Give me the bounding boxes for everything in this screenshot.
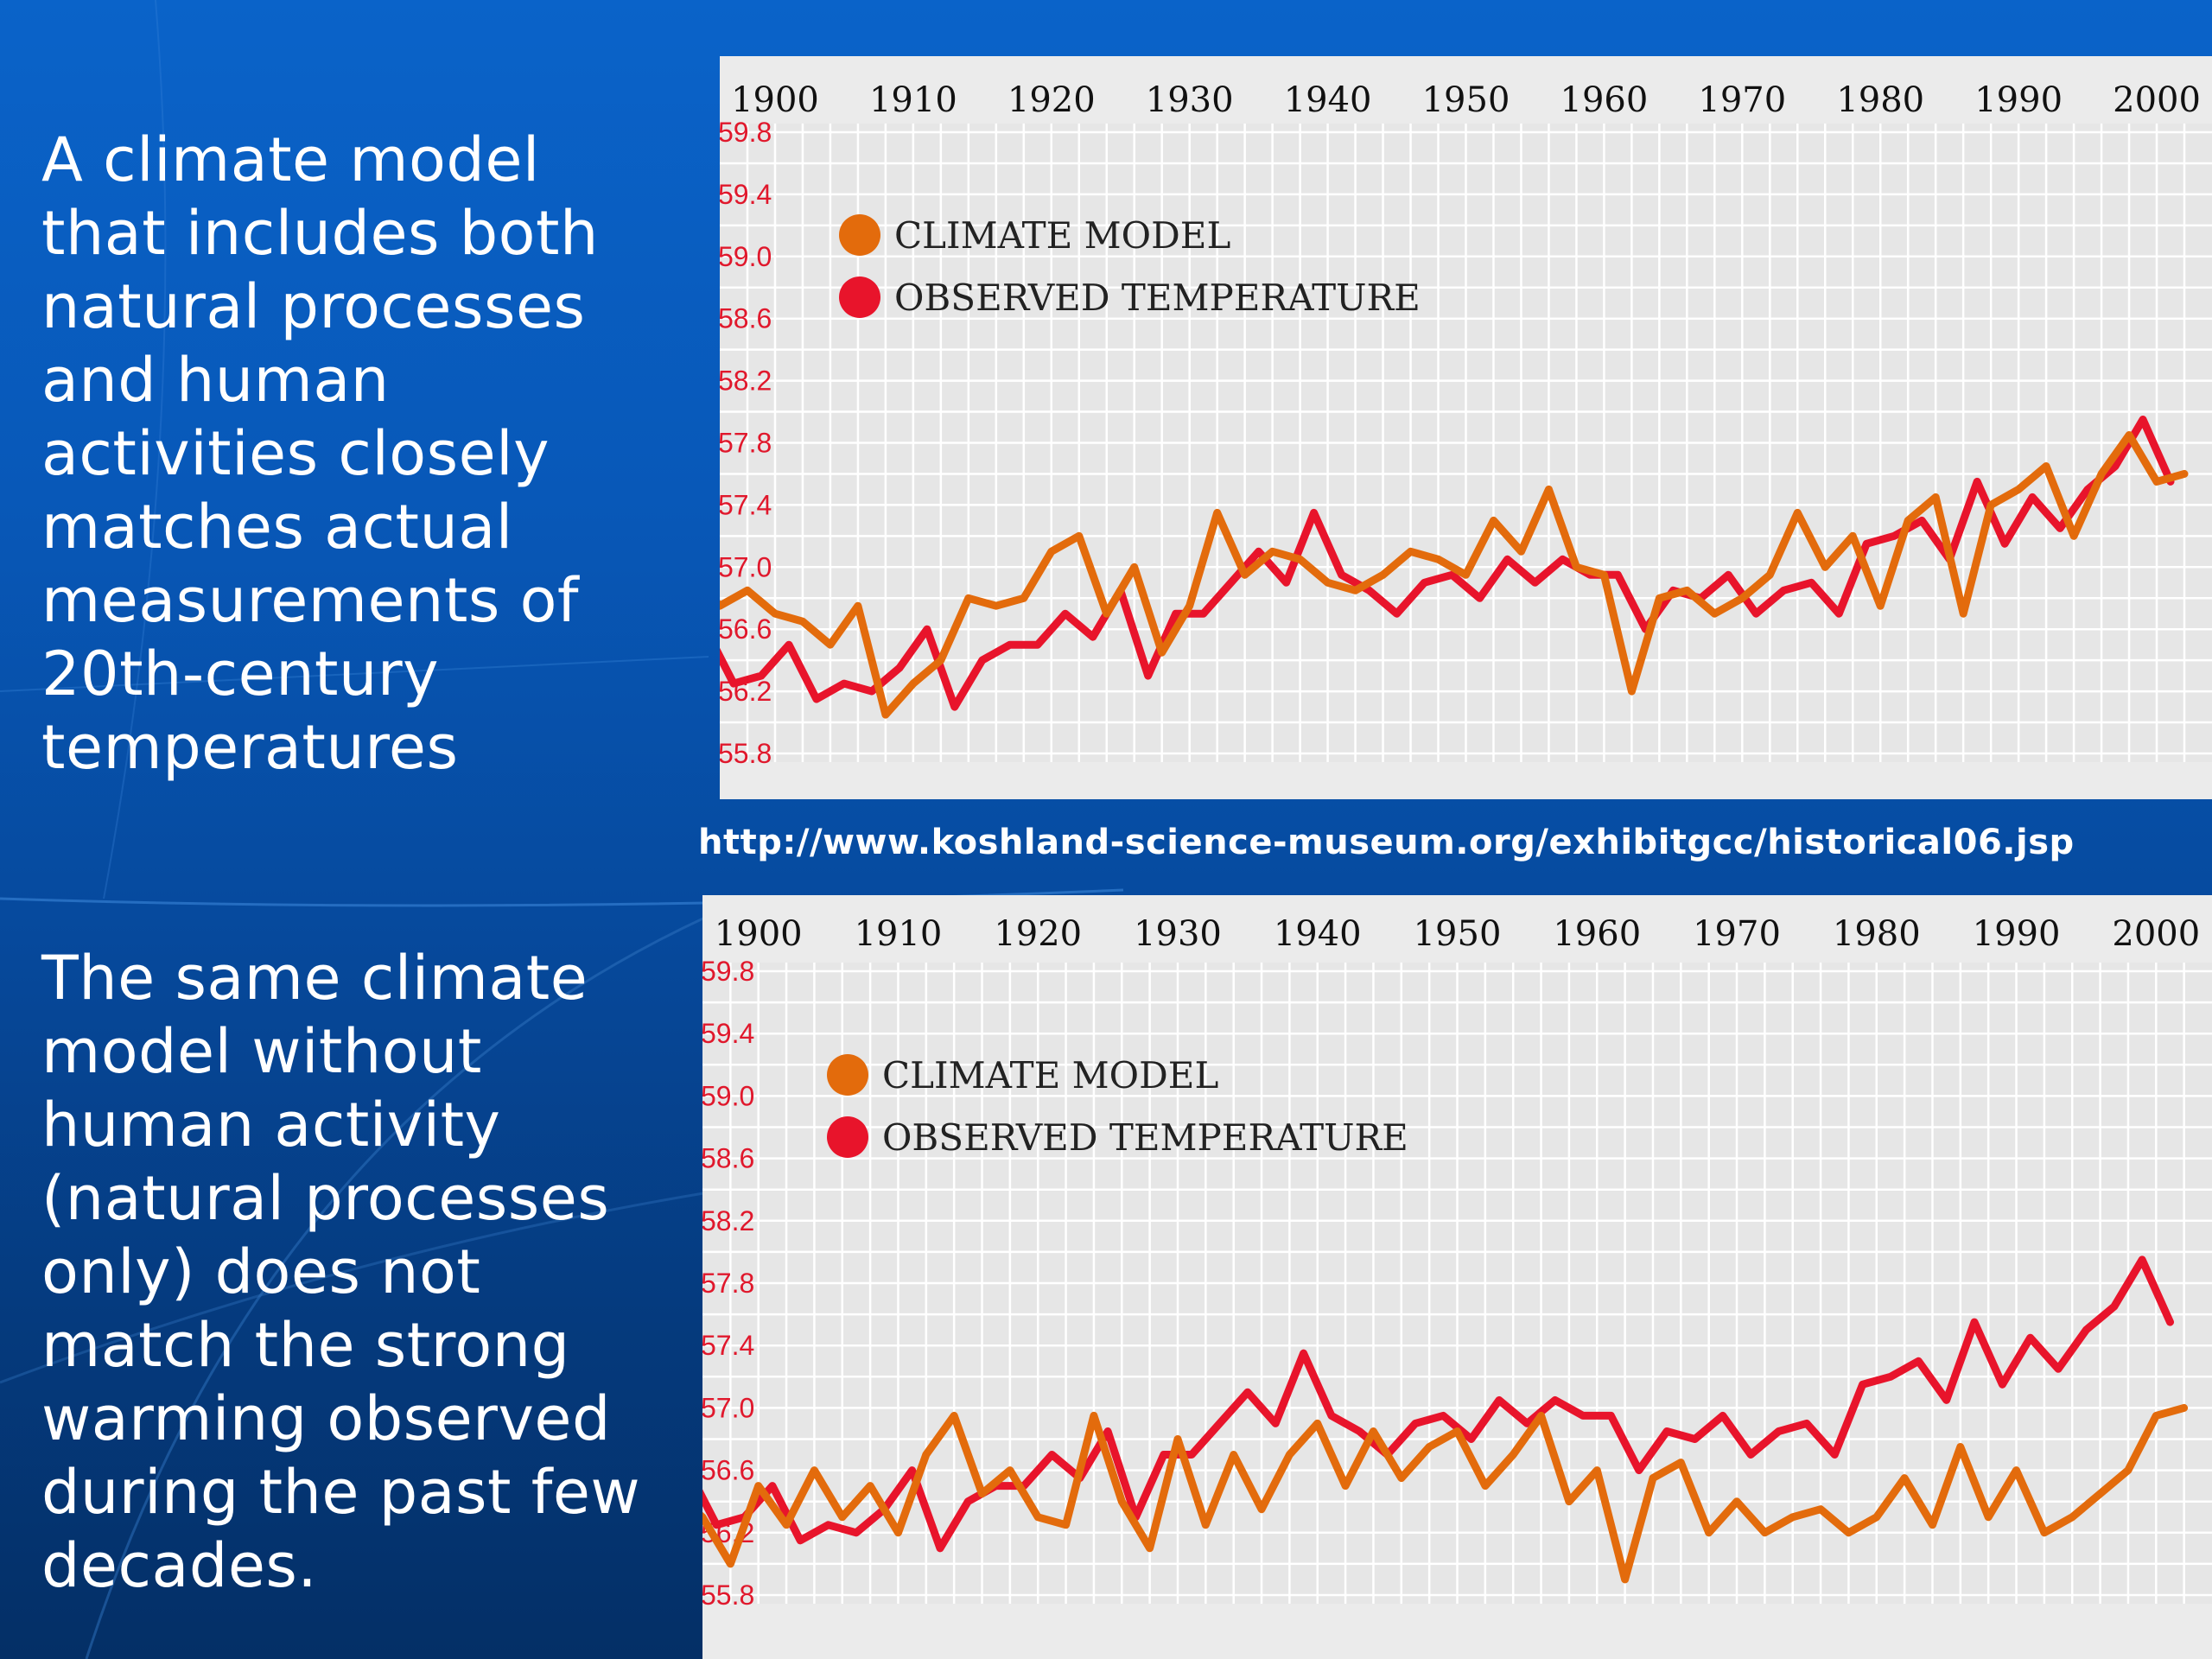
y-tick-label: 57.0 [720, 551, 772, 582]
chart-panel-model-with-human: 1900 1910 1920 1930 1940 1950 1960 1970 1980 1990… [720, 56, 2212, 799]
y-tick-label: 57.0 [702, 1392, 754, 1423]
legend-label: OBSERVED TEMPERATURE [882, 1116, 1408, 1159]
series-line-climate-model [702, 1403, 2189, 1584]
y-tick-label: 58.2 [702, 1205, 754, 1236]
y-tick-label: 58.2 [720, 365, 772, 397]
legend-marker [827, 1116, 868, 1158]
chart-panel-model-natural-only: 1900 1910 1920 1930 1940 1950 1960 1970 1980 1990… [702, 895, 2212, 1659]
x-tick-label: 2000 [2112, 914, 2200, 954]
legend-label: CLIMATE MODEL [894, 214, 1230, 257]
y-tick-label: 58.6 [720, 303, 772, 334]
y-tick-label: 57.8 [702, 1268, 754, 1299]
legend-label: OBSERVED TEMPERATURE [894, 276, 1421, 319]
legend-marker [827, 1054, 868, 1096]
legend-marker [839, 214, 880, 256]
caption-natural-only: The same climate model without human act… [41, 943, 641, 1601]
temperature-chart-natural-only: 1900 1910 1920 1930 1940 1950 1960 1970 1980 1990… [702, 914, 2212, 1611]
series-line-observed-temperature [702, 1255, 2174, 1553]
x-tick-label: 1950 [1414, 914, 1502, 954]
y-tick-label: 59.8 [720, 117, 772, 148]
x-tick-label: 1910 [855, 914, 943, 954]
caption-with-human-activity: A climate model that includes both natur… [41, 124, 599, 783]
source-url-link[interactable]: http://www.koshland-science-museum.org/e… [698, 823, 2075, 862]
x-tick-label: 1990 [1974, 80, 2063, 120]
x-tick-label: 1930 [1134, 914, 1222, 954]
y-tick-label: 59.8 [702, 956, 754, 987]
series-line-observed-temperature [720, 416, 2175, 711]
x-tick-label: 1900 [731, 80, 819, 120]
x-tick-label: 1940 [1284, 80, 1372, 120]
x-tick-label: 1970 [1693, 914, 1781, 954]
series-line-climate-model [720, 431, 2189, 719]
y-tick-label: 55.8 [720, 738, 772, 769]
y-tick-label: 59.4 [720, 179, 772, 210]
legend-label: CLIMATE MODEL [882, 1054, 1218, 1096]
y-tick-label: 59.0 [702, 1080, 754, 1111]
temperature-chart-with-human: 1900 1910 1920 1930 1940 1950 1960 1970 1980 1990… [720, 80, 2212, 769]
legend-marker [839, 276, 880, 318]
y-tick-label: 58.6 [702, 1143, 754, 1174]
y-tick-label: 57.4 [720, 489, 772, 520]
y-tick-label: 57.4 [702, 1330, 754, 1361]
x-tick-label: 1920 [1007, 80, 1096, 120]
x-tick-label: 1910 [869, 80, 957, 120]
x-tick-label: 1940 [1274, 914, 1362, 954]
x-tick-label: 1960 [1553, 914, 1641, 954]
x-tick-label: 1980 [1836, 80, 1924, 120]
x-tick-label: 1980 [1833, 914, 1921, 954]
x-tick-label: 1960 [1560, 80, 1649, 120]
x-tick-label: 2000 [2113, 80, 2201, 120]
y-tick-label: 59.0 [720, 241, 772, 272]
x-tick-label: 1920 [994, 914, 1082, 954]
y-tick-label: 56.6 [702, 1455, 754, 1486]
x-tick-label: 1970 [1698, 80, 1786, 120]
y-tick-label: 56.6 [720, 613, 772, 645]
y-tick-label: 55.8 [702, 1580, 754, 1611]
x-tick-label: 1930 [1146, 80, 1234, 120]
y-tick-label: 57.8 [720, 428, 772, 459]
x-tick-label: 1950 [1422, 80, 1510, 120]
x-tick-label: 1900 [715, 914, 803, 954]
y-tick-label: 59.4 [702, 1018, 754, 1049]
x-tick-label: 1990 [1973, 914, 2061, 954]
